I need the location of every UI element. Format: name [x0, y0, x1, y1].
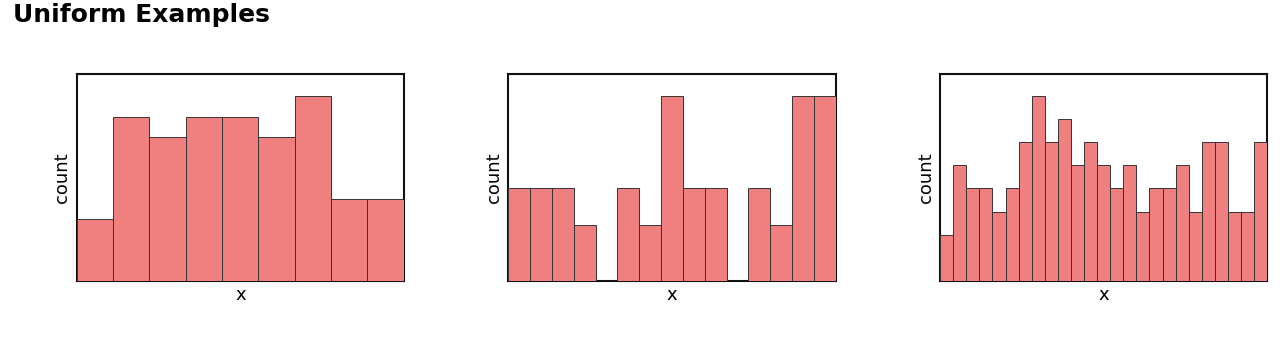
- Bar: [792, 96, 814, 281]
- Bar: [1162, 189, 1175, 281]
- Bar: [1084, 143, 1097, 281]
- Y-axis label: count: count: [485, 152, 503, 203]
- Bar: [294, 96, 332, 281]
- Bar: [1124, 166, 1137, 281]
- Bar: [954, 166, 966, 281]
- Bar: [1137, 212, 1149, 281]
- Bar: [332, 199, 367, 281]
- Bar: [1006, 189, 1019, 281]
- Bar: [660, 96, 684, 281]
- Bar: [979, 189, 992, 281]
- Y-axis label: count: count: [916, 152, 934, 203]
- Bar: [1057, 119, 1071, 281]
- Bar: [639, 225, 660, 281]
- Bar: [771, 225, 792, 281]
- Bar: [941, 235, 954, 281]
- Bar: [77, 219, 113, 281]
- Bar: [966, 189, 979, 281]
- Bar: [617, 189, 639, 281]
- Bar: [1044, 143, 1057, 281]
- Bar: [552, 189, 573, 281]
- Bar: [705, 189, 727, 281]
- X-axis label: x: x: [667, 286, 677, 304]
- Y-axis label: count: count: [54, 152, 72, 203]
- Bar: [1189, 212, 1202, 281]
- X-axis label: x: x: [236, 286, 246, 304]
- Bar: [1228, 212, 1242, 281]
- Bar: [186, 117, 223, 281]
- Bar: [1149, 189, 1162, 281]
- Bar: [1032, 96, 1044, 281]
- Bar: [573, 225, 595, 281]
- Bar: [684, 189, 705, 281]
- Bar: [1097, 166, 1110, 281]
- Bar: [1071, 166, 1084, 281]
- Bar: [814, 96, 836, 281]
- Bar: [1202, 143, 1215, 281]
- Bar: [1019, 143, 1032, 281]
- Bar: [992, 212, 1006, 281]
- Bar: [530, 189, 552, 281]
- Bar: [367, 199, 403, 281]
- Bar: [223, 117, 259, 281]
- Bar: [113, 117, 150, 281]
- X-axis label: x: x: [1098, 286, 1108, 304]
- Bar: [749, 189, 771, 281]
- Bar: [1175, 166, 1189, 281]
- Bar: [508, 189, 530, 281]
- Bar: [1110, 189, 1124, 281]
- Bar: [1254, 143, 1267, 281]
- Bar: [259, 137, 294, 281]
- Bar: [1242, 212, 1254, 281]
- Bar: [150, 137, 186, 281]
- Bar: [1215, 143, 1228, 281]
- Text: Uniform Examples: Uniform Examples: [13, 3, 270, 27]
